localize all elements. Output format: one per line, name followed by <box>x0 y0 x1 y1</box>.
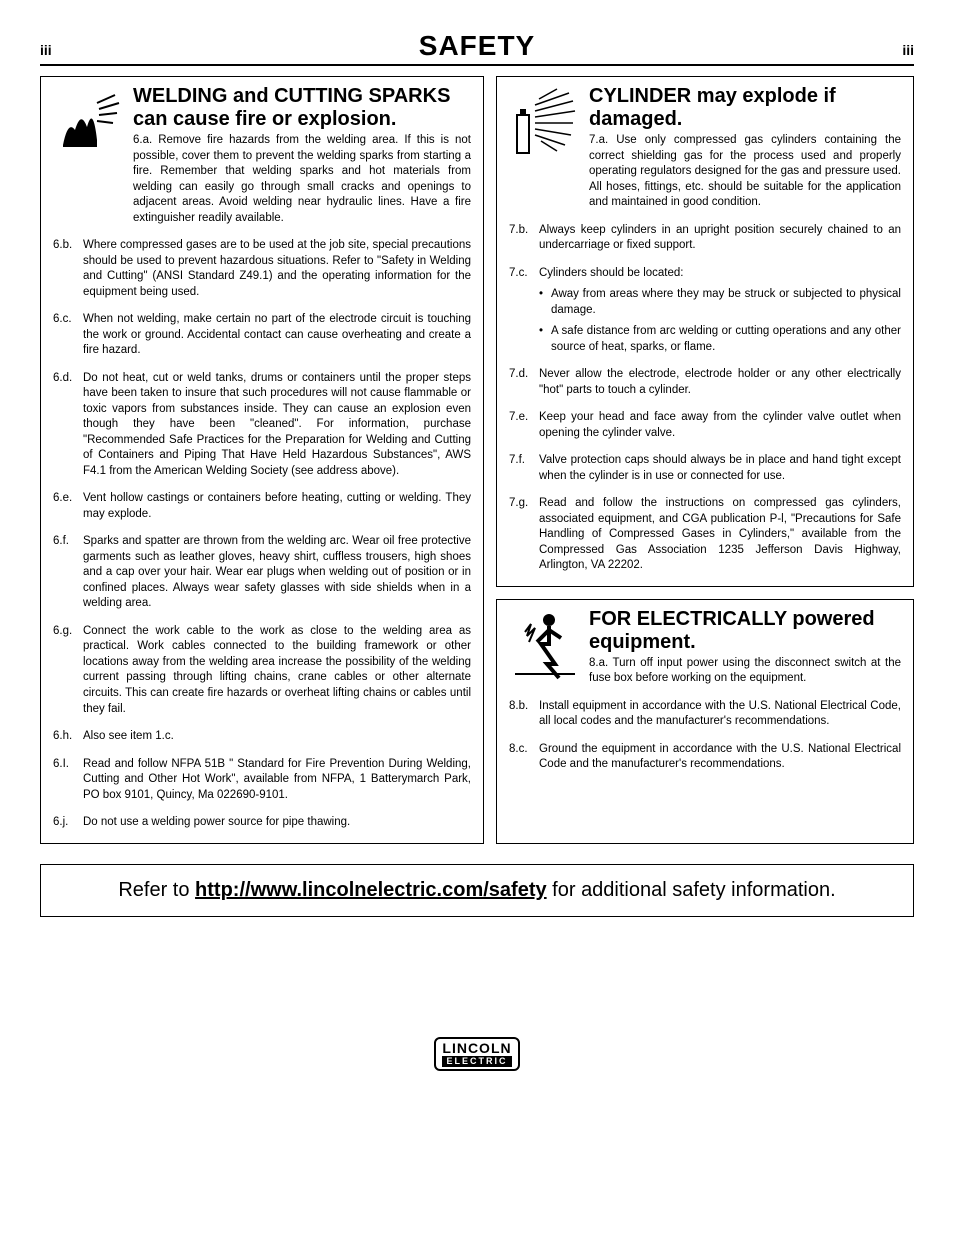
item-label: 7.f. <box>509 453 539 484</box>
item-text: Never allow the electrode, electrode hol… <box>539 367 901 398</box>
item-label: 7.e. <box>509 410 539 441</box>
cylinder-section-head: CYLINDER may explode if damaged. 7.a. Us… <box>509 85 901 211</box>
logo-top: LINCOLN <box>442 1040 511 1056</box>
item-6a-text: Remove fire hazards from the welding are… <box>133 134 471 224</box>
electrical-section-head: FOR ELECTRICALLY powered equipment. 8.a.… <box>509 608 901 687</box>
electric-shock-icon <box>509 608 581 680</box>
item-label: 6.b. <box>53 238 83 300</box>
footer-post: for additional safety information. <box>547 879 836 901</box>
bullet-dot: • <box>539 287 551 318</box>
cylinder-title: CYLINDER may explode if damaged. <box>589 85 901 131</box>
list-item: 7.d.Never allow the electrode, electrode… <box>509 367 901 398</box>
list-item: 6.h.Also see item 1.c. <box>53 729 471 745</box>
page-number-left: iii <box>40 42 52 58</box>
footer-reference-box: Refer to http://www.lincolnelectric.com/… <box>40 864 914 917</box>
item-7a-label: 7.a. <box>589 134 608 146</box>
list-item: 8.b.Install equipment in accordance with… <box>509 699 901 730</box>
fire-sparks-icon <box>53 85 125 157</box>
electrical-section: FOR ELECTRICALLY powered equipment. 8.a.… <box>496 599 914 844</box>
bullet-text: Away from areas where they may be struck… <box>551 287 901 318</box>
list-item: 6.c.When not welding, make certain no pa… <box>53 312 471 359</box>
welding-title: WELDING and CUTTING SPARKS can cause fir… <box>133 85 471 131</box>
bullet-item: •A safe distance from arc welding or cut… <box>539 324 901 355</box>
item-text: Do not use a welding power source for pi… <box>83 815 471 831</box>
list-item: 6.d.Do not heat, cut or weld tanks, drum… <box>53 371 471 480</box>
item-text: Valve protection caps should always be i… <box>539 453 901 484</box>
bullet-dot: • <box>539 324 551 355</box>
list-item: 7.f.Valve protection caps should always … <box>509 453 901 484</box>
list-item: 7.e.Keep your head and face away from th… <box>509 410 901 441</box>
list-item: 8.c.Ground the equipment in accordance w… <box>509 742 901 773</box>
footer-link[interactable]: http://www.lincolnelectric.com/safety <box>195 879 547 901</box>
electrical-title: FOR ELECTRICALLY powered equipment. <box>589 608 901 654</box>
page-header: iii SAFETY iii <box>40 30 914 66</box>
list-item: 6.j.Do not use a welding power source fo… <box>53 815 471 831</box>
page-number-right: iii <box>902 42 914 58</box>
item-text: Where compressed gases are to be used at… <box>83 238 471 300</box>
item-label: 7.c. <box>509 266 539 356</box>
item-text: Read and follow NFPA 51B " Standard for … <box>83 757 471 804</box>
item-label: 7.g. <box>509 496 539 574</box>
item-text: Keep your head and face away from the cy… <box>539 410 901 441</box>
item-label: 8.b. <box>509 699 539 730</box>
footer-pre: Refer to <box>118 879 195 901</box>
item-label: 6.g. <box>53 624 83 717</box>
item-text: Vent hollow castings or containers befor… <box>83 491 471 522</box>
item-text: Install equipment in accordance with the… <box>539 699 901 730</box>
item-text: Ground the equipment in accordance with … <box>539 742 901 773</box>
item-text: Cylinders should be located:•Away from a… <box>539 266 901 356</box>
list-item: 7.c.Cylinders should be located:•Away fr… <box>509 266 901 356</box>
item-label: 6.c. <box>53 312 83 359</box>
list-item: 6.I.Read and follow NFPA 51B " Standard … <box>53 757 471 804</box>
item-label: 6.I. <box>53 757 83 804</box>
welding-section-head: WELDING and CUTTING SPARKS can cause fir… <box>53 85 471 226</box>
item-label: 8.c. <box>509 742 539 773</box>
item-6a: 6.a. Remove fire hazards from the weldin… <box>133 133 471 226</box>
lincoln-electric-logo: LINCOLN ELECTRIC <box>434 1037 519 1071</box>
list-item: 7.b.Always keep cylinders in an upright … <box>509 223 901 254</box>
logo-wrap: LINCOLN ELECTRIC <box>40 1037 914 1071</box>
item-label: 7.b. <box>509 223 539 254</box>
list-item: 7.g.Read and follow the instructions on … <box>509 496 901 574</box>
right-column-stack: CYLINDER may explode if damaged. 7.a. Us… <box>496 76 914 844</box>
item-text: Do not heat, cut or weld tanks, drums or… <box>83 371 471 480</box>
item-label: 6.e. <box>53 491 83 522</box>
item-label: 6.j. <box>53 815 83 831</box>
item-text: Always keep cylinders in an upright posi… <box>539 223 901 254</box>
item-7a-text: Use only compressed gas cylinders contai… <box>589 134 901 208</box>
item-label: 6.d. <box>53 371 83 480</box>
item-7a: 7.a. Use only compressed gas cylinders c… <box>589 133 901 211</box>
item-text: When not welding, make certain no part o… <box>83 312 471 359</box>
item-label: 7.d. <box>509 367 539 398</box>
cylinder-explode-icon <box>509 85 581 157</box>
bullet-item: •Away from areas where they may be struc… <box>539 287 901 318</box>
item-8a-label: 8.a. <box>589 657 608 669</box>
list-item: 6.b.Where compressed gases are to be use… <box>53 238 471 300</box>
bullet-text: A safe distance from arc welding or cutt… <box>551 324 901 355</box>
item-8a-text: Turn off input power using the disconnec… <box>589 657 901 685</box>
item-label: 6.h. <box>53 729 83 745</box>
item-text: Read and follow the instructions on comp… <box>539 496 901 574</box>
logo-bottom: ELECTRIC <box>442 1056 511 1067</box>
item-6a-label: 6.a. <box>133 134 152 146</box>
item-text: Also see item 1.c. <box>83 729 471 745</box>
item-label: 6.f. <box>53 534 83 612</box>
cylinder-section: CYLINDER may explode if damaged. 7.a. Us… <box>496 76 914 587</box>
list-item: 6.f.Sparks and spatter are thrown from t… <box>53 534 471 612</box>
list-item: 6.g.Connect the work cable to the work a… <box>53 624 471 717</box>
item-8a: 8.a. Turn off input power using the disc… <box>589 656 901 687</box>
list-item: 6.e.Vent hollow castings or containers b… <box>53 491 471 522</box>
item-text: Sparks and spatter are thrown from the w… <box>83 534 471 612</box>
left-column: WELDING and CUTTING SPARKS can cause fir… <box>40 76 484 844</box>
page-title: SAFETY <box>419 30 535 62</box>
content-columns: WELDING and CUTTING SPARKS can cause fir… <box>40 76 914 844</box>
item-text: Connect the work cable to the work as cl… <box>83 624 471 717</box>
